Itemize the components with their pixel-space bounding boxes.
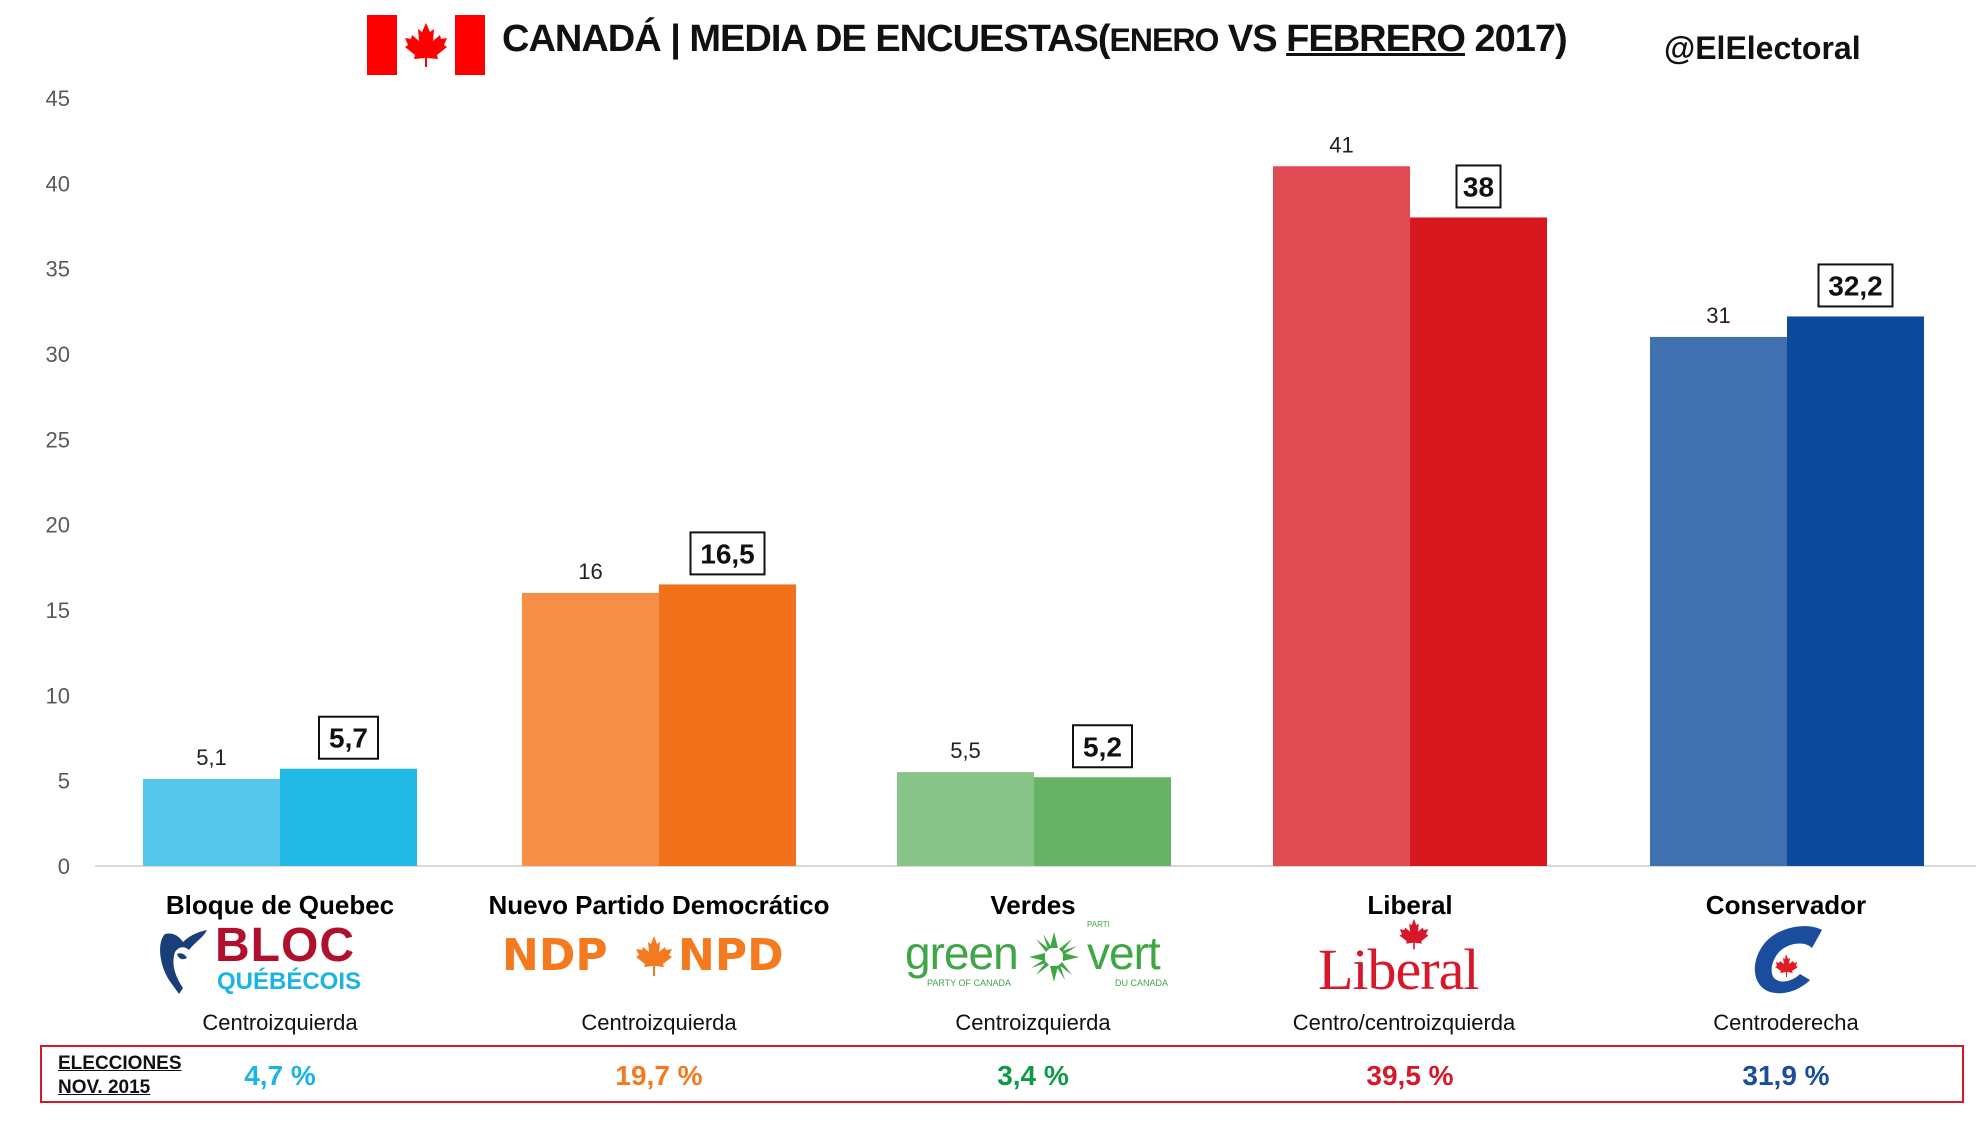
result-conservative: 31,9 % [1742,1060,1830,1091]
twitter-handle: @ElElectoral [1664,30,1861,66]
y-tick-label: 40 [46,171,70,196]
y-tick-label: 5 [58,769,70,794]
data-label-febrero: 5,7 [329,723,368,754]
liberal-party-logo: Liberal [1318,918,1508,1002]
data-label-enero: 5,5 [950,738,981,763]
vert-logo-subtext: DU CANADA [1115,978,1169,988]
data-label-box [689,531,766,576]
bar-febrero [1410,217,1547,866]
party-name-ndp: Nuevo Partido Democrático [488,890,830,920]
y-tick-label: 25 [46,427,70,452]
bar-enero [1650,336,1787,866]
data-label-enero: 31 [1706,303,1730,328]
data-label-box [1817,263,1894,308]
y-tick-label: 35 [46,257,70,282]
data-label-enero: 5,1 [196,745,227,770]
npd-logo-text: NPD [678,930,784,981]
bar-enero [143,778,280,866]
bloc-fleur-icon [160,930,207,994]
ideology-ndp: Centroizquierda [581,1010,737,1035]
election-label-line1: ELECCIONES [58,1053,182,1074]
maple-leaf-icon [636,936,672,976]
liberal-logo-text: Liberal [1318,937,1479,1002]
title-vs: VS [1218,18,1287,60]
bloc-logo-text: BLOC [215,919,355,972]
green-logo-subtext: PARTY OF CANADA [927,978,1012,988]
vert-logo-text: vert [1087,927,1161,979]
result-bloc: 4,7 % [244,1060,316,1091]
data-label-box [1455,164,1502,209]
y-axis-ticks: 0 5 10 15 20 25 30 35 40 45 [46,86,70,879]
bar-febrero [1787,316,1924,866]
bloc-logo-subtext: QUÉBÉCOIS [217,968,362,995]
result-ndp: 19,7 % [615,1060,703,1091]
title-year: 2017) [1464,18,1568,60]
party-name-bloc: Bloque de Quebec [165,890,395,920]
ideology-liberal: Centro/centroizquierda [1292,1010,1516,1035]
election-2015-results-box [40,1045,1964,1103]
bar-chart: 0 5 10 15 20 25 30 35 40 45 5,1 5,7 16 16,5 5,5 5,2 41 3… [46,86,1976,879]
maple-leaf-icon [1399,918,1429,950]
parti-text: PARTI [1087,920,1110,929]
green-party-logo: green PARTY OF CANADA PARTI vert DU CANA… [905,920,1175,998]
ndp-logo-text: NDP [502,930,608,981]
ideology-bloc: Centroizquierda [202,1010,358,1035]
data-label-febrero: 38 [1463,171,1494,202]
data-label-box [318,715,379,760]
bar-febrero [1034,777,1171,866]
bar-febrero [280,768,417,866]
conservative-party-logo [1754,926,1822,994]
bloc-quebecois-logo: BLOC QUÉBÉCOIS [155,919,385,998]
party-name-liberal: Liberal [1367,890,1453,920]
green-logo-text: green [905,927,1019,979]
data-label-febrero: 16,5 [700,538,755,569]
bar-enero [522,592,659,866]
ideology-conservative: Centroderecha [1713,1010,1859,1035]
canada-flag-icon [367,15,485,75]
ndp-logo: NDP NPD [502,922,802,998]
y-tick-label: 20 [46,513,70,538]
election-2015-label: ELECCIONES NOV. 2015 [58,1052,182,1100]
party-name-green: Verdes [990,890,1076,920]
title-enero: ENERO [1109,22,1220,58]
result-liberal: 39,5 % [1366,1060,1454,1091]
data-label-febrero: 32,2 [1828,270,1883,301]
title-main: CANADÁ | MEDIA DE ENCUESTAS [502,18,1099,60]
bars [143,166,1924,866]
chart-title: CANADÁ | MEDIA DE ENCUESTAS(ENERO VS FEB… [502,18,1568,61]
data-labels: 5,1 5,7 16 16,5 5,5 5,2 41 38 31 32,2 [196,132,1894,770]
data-label-enero: 41 [1329,132,1353,157]
title-febrero: FEBRERO [1286,18,1466,60]
election-label-line2: NOV. 2015 [58,1077,151,1098]
data-label-box [1072,724,1133,769]
bar-febrero [659,584,796,866]
y-tick-label: 45 [46,86,70,111]
title-paren: ( [1097,18,1111,60]
result-green: 3,4 % [997,1060,1069,1091]
bar-enero [897,772,1034,866]
green-flower-icon [1029,932,1079,982]
y-tick-label: 0 [58,854,70,879]
y-tick-label: 30 [46,342,70,367]
y-tick-label: 10 [46,683,70,708]
data-label-enero: 16 [578,559,602,584]
y-tick-label: 15 [46,598,70,623]
bar-enero [1273,166,1410,866]
data-label-febrero: 5,2 [1083,731,1122,762]
ideology-green: Centroizquierda [955,1010,1111,1035]
party-name-conservative: Conservador [1705,890,1867,920]
